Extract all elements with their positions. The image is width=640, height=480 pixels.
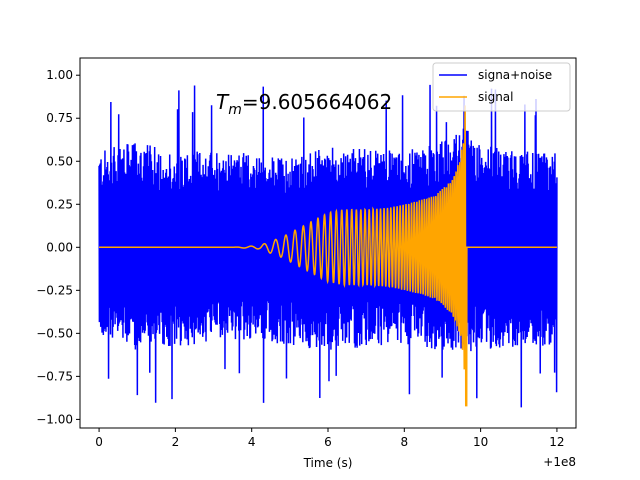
x-tick-label: 6: [324, 435, 332, 449]
x-axis-label: Time (s): [303, 456, 353, 470]
x-tick-label: 4: [248, 435, 256, 449]
legend-label-signal-noise: signa+noise: [478, 68, 552, 82]
x-tick-label: 2: [172, 435, 180, 449]
y-tick-label: 0.25: [46, 197, 73, 211]
legend: signa+noise signal: [432, 62, 571, 112]
y-tick-label: 0.00: [46, 240, 73, 254]
x-tick-label: 12: [549, 435, 564, 449]
x-axis-ticks: 0 2 4 6 8 10 12: [95, 428, 565, 449]
legend-frame: [432, 62, 571, 112]
annotation-value: =9.605664062: [242, 90, 392, 114]
y-tick-label: 0.75: [46, 111, 73, 125]
annotation-subscript: m: [228, 102, 242, 118]
x-tick-label: 0: [95, 435, 103, 449]
series-signal-noise-line: [98, 84, 558, 408]
y-tick-label: 0.50: [46, 154, 73, 168]
y-tick-label: −0.25: [36, 283, 73, 297]
annotation-symbol: T: [216, 90, 230, 114]
series-signal-line: [99, 105, 557, 407]
y-tick-label: 1.00: [46, 68, 73, 82]
x-tick-label: 8: [400, 435, 408, 449]
plot-series: [98, 84, 558, 408]
y-tick-label: −1.00: [36, 412, 73, 426]
legend-label-signal: signal: [478, 90, 514, 104]
x-tick-label: 10: [473, 435, 488, 449]
y-tick-label: −0.50: [36, 326, 73, 340]
y-axis-ticks: −1.00 −0.75 −0.50 −0.25 0.00 0.25 0.50 0.75 1.00: [36, 68, 80, 426]
x-axis-offset-label: +1e8: [543, 455, 576, 469]
y-tick-label: −0.75: [36, 369, 73, 383]
merger-time-annotation: Tm=9.605664062: [216, 90, 392, 118]
